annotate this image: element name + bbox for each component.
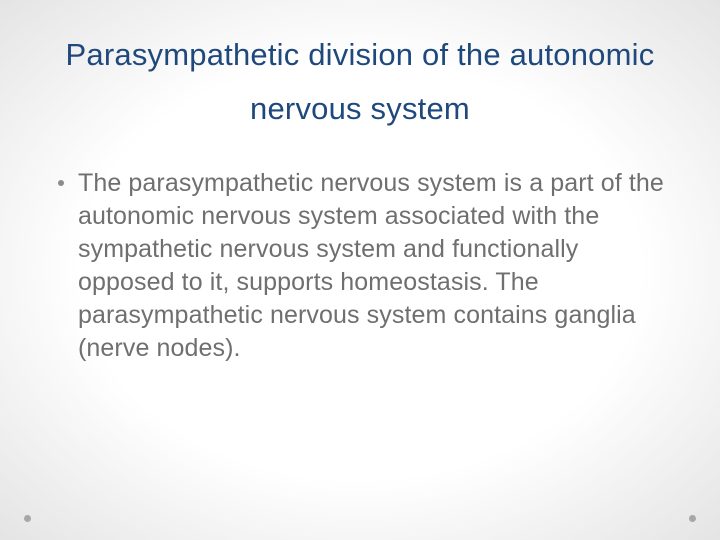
bullet-item: The parasympathetic nervous system is a … — [54, 167, 666, 365]
corner-dot-icon — [24, 515, 31, 522]
slide-body: The parasympathetic nervous system is a … — [54, 167, 666, 365]
bullet-dot-icon — [58, 180, 64, 186]
slide: Parasympathetic division of the autonomi… — [0, 0, 720, 540]
corner-dot-icon — [689, 515, 696, 522]
bullet-text: The parasympathetic nervous system is a … — [78, 167, 666, 365]
slide-title: Parasympathetic division of the autonomi… — [54, 28, 666, 137]
